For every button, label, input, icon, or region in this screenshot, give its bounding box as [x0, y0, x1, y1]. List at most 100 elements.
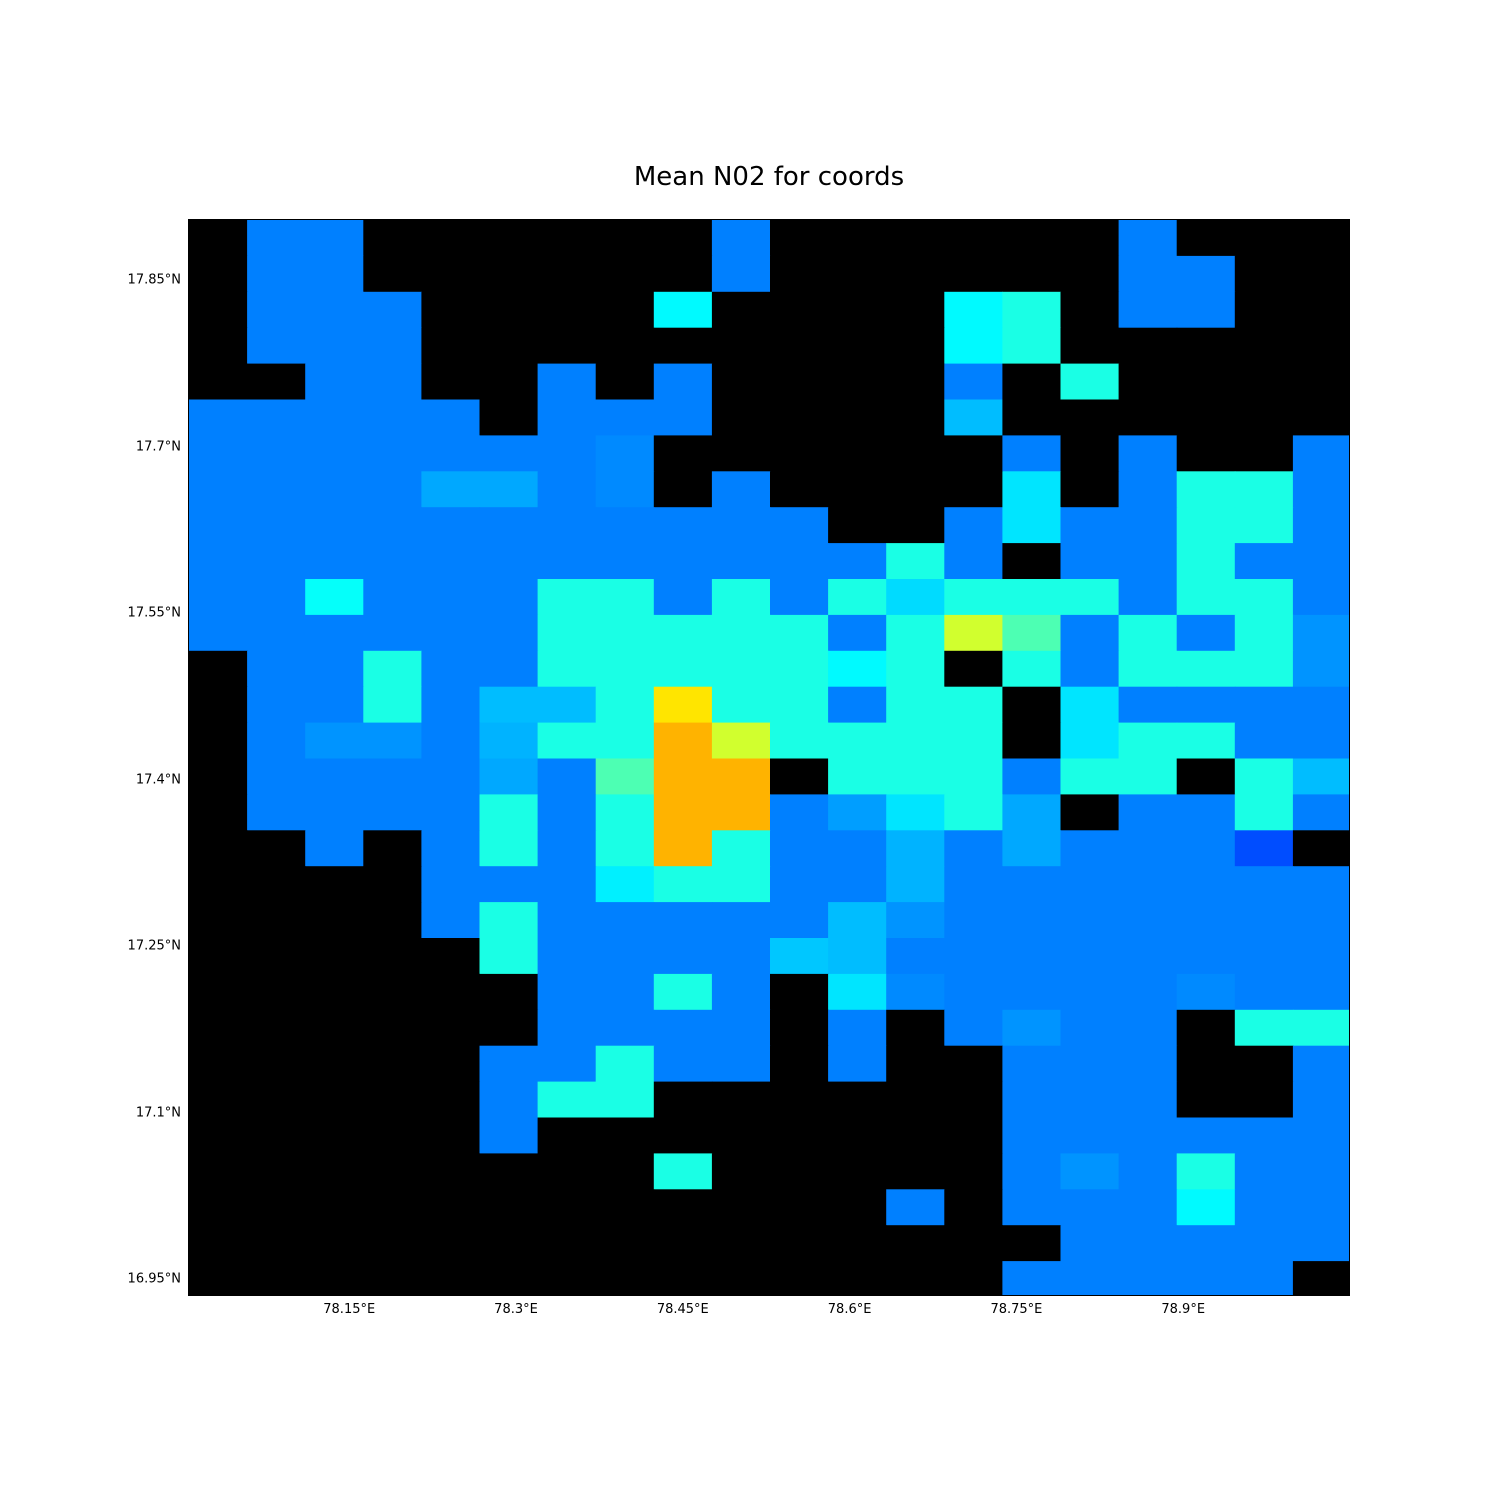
heatmap-cell — [479, 1189, 539, 1226]
heatmap-cell — [305, 399, 364, 436]
heatmap-cell — [1060, 399, 1120, 436]
heatmap-cell — [1060, 579, 1120, 616]
heatmap-cell — [711, 579, 771, 616]
heatmap-cell — [1176, 363, 1236, 401]
heatmap-cell — [421, 1117, 481, 1154]
heatmap-cell — [1234, 1225, 1294, 1262]
heatmap-cell — [711, 1261, 771, 1295]
heatmap-cell — [1176, 1081, 1236, 1119]
heatmap-cell — [1060, 722, 1120, 760]
heatmap-cell — [421, 650, 481, 688]
heatmap-cell — [305, 902, 364, 939]
heatmap-cell — [1002, 399, 1062, 436]
heatmap-cell — [770, 938, 829, 975]
heatmap-cell — [479, 1261, 539, 1295]
heatmap-cell — [886, 794, 945, 831]
heatmap-cell — [1118, 220, 1178, 257]
heatmap-cell — [770, 1009, 829, 1047]
heatmap-cell — [1234, 1261, 1294, 1295]
heatmap-cell — [711, 1225, 771, 1262]
heatmap-cell — [363, 507, 422, 544]
heatmap-cell — [1176, 1009, 1236, 1047]
heatmap-cell — [421, 1081, 481, 1119]
heatmap-cell — [1118, 579, 1178, 616]
heatmap-cell — [1292, 866, 1349, 903]
heatmap-cell — [828, 1225, 887, 1262]
heatmap-cell — [1118, 1081, 1178, 1119]
heatmap-cell — [421, 579, 481, 616]
heatmap-cell — [886, 1117, 945, 1154]
heatmap-cell — [537, 1189, 597, 1226]
heatmap-cell — [189, 758, 248, 795]
heatmap-cell — [770, 363, 829, 401]
heatmap-cell — [1002, 686, 1062, 724]
heatmap-cell — [479, 866, 539, 903]
heatmap-cell — [653, 507, 713, 544]
heatmap-cell — [1292, 471, 1349, 508]
heatmap-cell — [1118, 830, 1178, 867]
heatmap-cell — [363, 686, 422, 724]
heatmap-cell — [305, 1225, 364, 1262]
heatmap-cell — [305, 291, 364, 329]
heatmap-cell — [421, 1261, 481, 1295]
heatmap-cell — [1118, 1009, 1178, 1047]
heatmap-cell — [421, 973, 481, 1011]
heatmap-cell — [711, 758, 771, 795]
heatmap-cell — [1176, 1153, 1236, 1190]
heatmap-cell — [653, 255, 713, 293]
heatmap-cell — [886, 758, 945, 795]
heatmap-cell — [537, 435, 597, 472]
heatmap-cell — [189, 830, 248, 867]
heatmap-cell — [1234, 363, 1294, 401]
heatmap-cell — [1060, 830, 1120, 867]
heatmap-cell — [1060, 758, 1120, 795]
heatmap-cell — [1292, 220, 1349, 257]
heatmap-cell — [1292, 1009, 1349, 1047]
heatmap-cell — [653, 543, 713, 580]
heatmap-cell — [189, 1153, 248, 1190]
heatmap-cell — [1118, 973, 1178, 1011]
heatmap-cell — [886, 507, 945, 544]
heatmap-cell — [944, 435, 1003, 472]
heatmap-cell — [1292, 1225, 1349, 1262]
heatmap-cell — [1234, 1009, 1294, 1047]
heatmap-cell — [421, 399, 481, 436]
heatmap-cell — [363, 722, 422, 760]
heatmap-cell — [421, 220, 481, 257]
heatmap-cell — [305, 1117, 364, 1154]
heatmap-cell — [189, 507, 248, 544]
heatmap-cell — [595, 255, 655, 293]
heatmap-cell — [479, 327, 539, 365]
heatmap-cell — [1234, 938, 1294, 975]
heatmap-cell — [1176, 435, 1236, 472]
heatmap-cell — [189, 1261, 248, 1295]
heatmap-cell — [595, 973, 655, 1011]
heatmap-cell — [1002, 471, 1062, 508]
heatmap-cell — [653, 938, 713, 975]
heatmap-cell — [189, 291, 248, 329]
heatmap-cell — [886, 435, 945, 472]
heatmap-cell — [421, 327, 481, 365]
heatmap-cell — [537, 973, 597, 1011]
heatmap-cell — [1060, 1045, 1120, 1083]
heatmap-cell — [1292, 758, 1349, 795]
heatmap-cell — [770, 291, 829, 329]
heatmap-cell — [247, 471, 306, 508]
heatmap-cell — [770, 579, 829, 616]
heatmap-cell — [1060, 327, 1120, 365]
heatmap-cell — [1234, 614, 1294, 652]
heatmap-cell — [653, 363, 713, 401]
heatmap-cell — [305, 758, 364, 795]
heatmap-cell — [770, 686, 829, 724]
heatmap-cell — [363, 399, 422, 436]
heatmap-cell — [1118, 758, 1178, 795]
heatmap-cell — [1234, 1117, 1294, 1154]
heatmap-cell — [944, 830, 1003, 867]
heatmap-cell — [1234, 830, 1294, 867]
heatmap-cell — [1002, 973, 1062, 1011]
heatmap-cell — [1292, 794, 1349, 831]
heatmap-cell — [247, 435, 306, 472]
heatmap-cell — [944, 758, 1003, 795]
heatmap-cell — [363, 866, 422, 903]
heatmap-cell — [711, 471, 771, 508]
